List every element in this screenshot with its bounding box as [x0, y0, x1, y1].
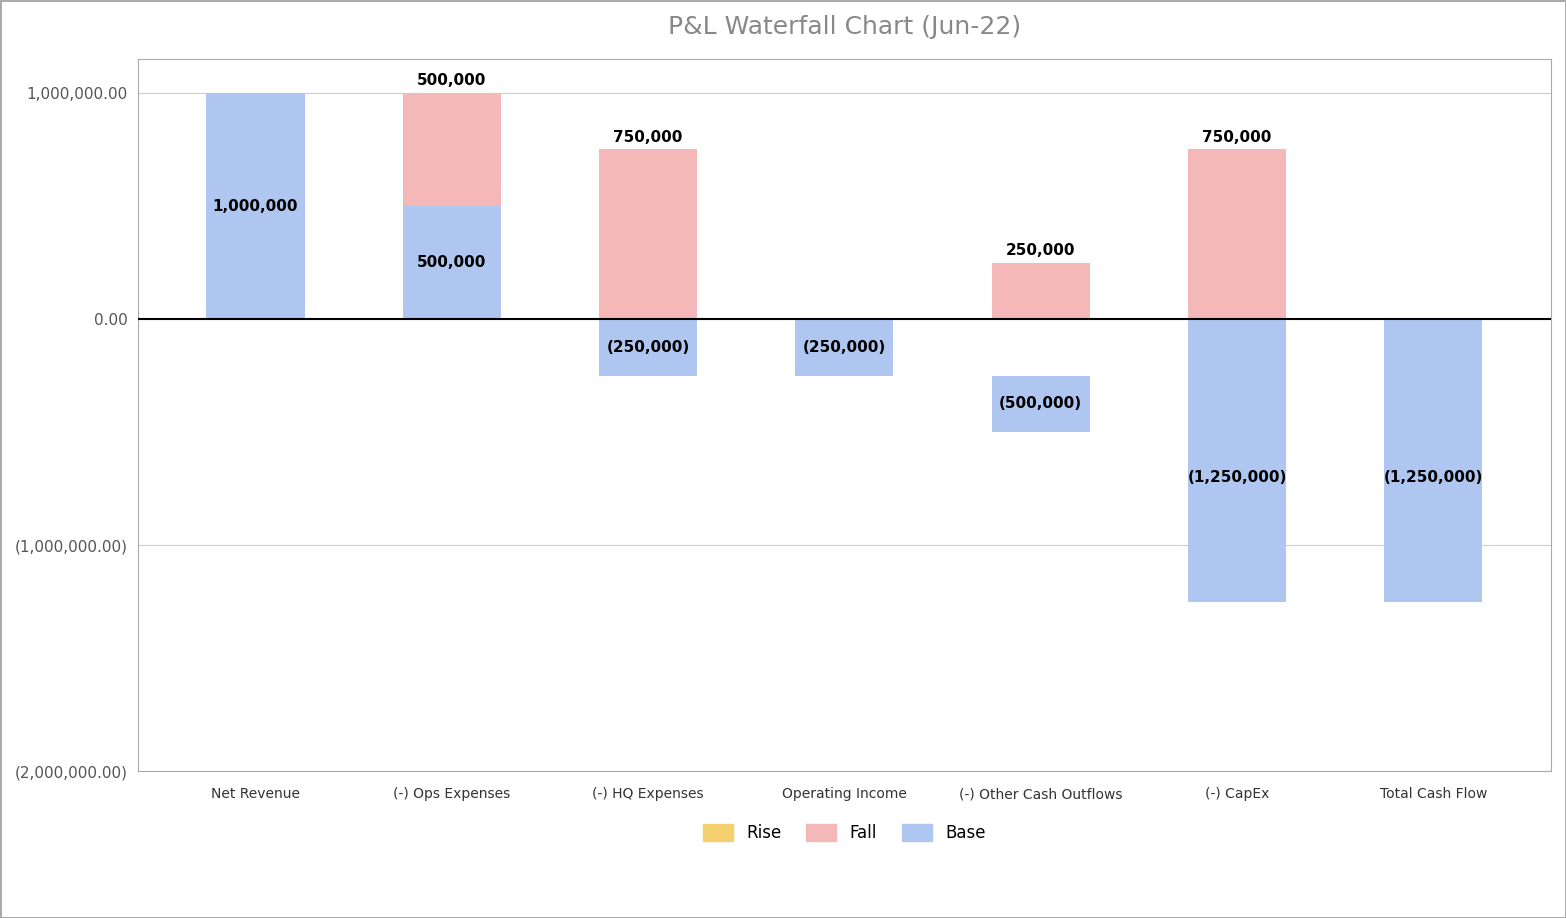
Bar: [402, 206, 501, 319]
Text: 750,000: 750,000: [614, 130, 683, 145]
Bar: [600, 150, 697, 319]
Text: (250,000): (250,000): [803, 340, 886, 355]
Bar: [207, 93, 304, 319]
Bar: [796, 319, 894, 375]
Bar: [991, 375, 1090, 432]
Title: P&L Waterfall Chart (Jun-22): P&L Waterfall Chart (Jun-22): [667, 15, 1021, 39]
Text: (1,250,000): (1,250,000): [1383, 470, 1483, 485]
Bar: [991, 263, 1090, 319]
Text: 1,000,000: 1,000,000: [213, 198, 298, 214]
Legend: Rise, Fall, Base: Rise, Fall, Base: [697, 817, 993, 848]
Bar: [402, 93, 501, 206]
Bar: [1189, 319, 1286, 602]
Text: (250,000): (250,000): [606, 340, 689, 355]
Bar: [1189, 150, 1286, 319]
Bar: [600, 319, 697, 375]
Bar: [1384, 319, 1483, 602]
Text: 250,000: 250,000: [1005, 243, 1076, 258]
Text: 750,000: 750,000: [1203, 130, 1272, 145]
Text: 500,000: 500,000: [417, 255, 487, 270]
Text: 500,000: 500,000: [417, 73, 487, 88]
Text: (1,250,000): (1,250,000): [1187, 470, 1287, 485]
Text: (500,000): (500,000): [999, 397, 1082, 411]
